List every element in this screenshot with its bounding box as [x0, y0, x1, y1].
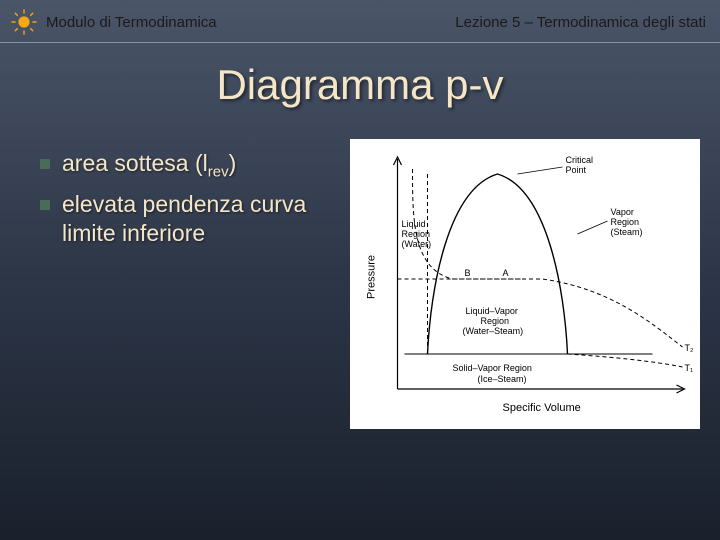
list-item: elevata pendenza curva limite inferiore	[40, 190, 330, 248]
bullet-icon	[40, 200, 50, 210]
liquid-vapor-label: Liquid–Vapor	[466, 306, 518, 316]
critical-point-label: Critical	[566, 155, 594, 165]
page-title: Diagramma p-v	[0, 61, 720, 109]
header: Modulo di Termodinamica Lezione 5 – Term…	[0, 0, 720, 43]
header-left: Modulo di Termodinamica	[10, 8, 217, 36]
lesson-title: Lezione 5 – Termodinamica degli stati	[455, 14, 706, 31]
pv-diagram: B A Critical Point Liquid Region (Water)…	[350, 139, 700, 429]
y-axis-label: Pressure	[366, 255, 378, 299]
svg-text:(Water): (Water)	[402, 239, 432, 249]
vapor-region-label: Vapor	[611, 207, 634, 217]
liquid-region-label: Liquid	[402, 219, 426, 229]
bullet-icon	[40, 159, 50, 169]
point-b-label: B	[465, 268, 471, 278]
bullet-text-1: area sottesa (lrev)	[62, 149, 236, 182]
solid-vapor-label: Solid–Vapor Region	[453, 363, 532, 373]
svg-text:(Steam): (Steam)	[611, 227, 643, 237]
svg-text:Region: Region	[481, 316, 510, 326]
svg-text:Region: Region	[402, 229, 431, 239]
list-item: area sottesa (lrev)	[40, 149, 330, 182]
svg-text:Region: Region	[611, 217, 640, 227]
svg-text:(Ice–Steam): (Ice–Steam)	[478, 374, 527, 384]
point-a-label: A	[503, 268, 509, 278]
t2-label: T₂	[685, 343, 694, 353]
svg-text:(Water–Steam): (Water–Steam)	[463, 326, 524, 336]
content-area: area sottesa (lrev) elevata pendenza cur…	[0, 139, 720, 429]
svg-text:Point: Point	[566, 165, 587, 175]
x-axis-label: Specific Volume	[503, 402, 581, 414]
sun-icon	[10, 8, 38, 36]
module-title: Modulo di Termodinamica	[46, 14, 217, 31]
t1-label: T₁	[685, 363, 694, 373]
bullet-text-2: elevata pendenza curva limite inferiore	[62, 190, 330, 248]
bullet-list: area sottesa (lrev) elevata pendenza cur…	[40, 139, 330, 429]
